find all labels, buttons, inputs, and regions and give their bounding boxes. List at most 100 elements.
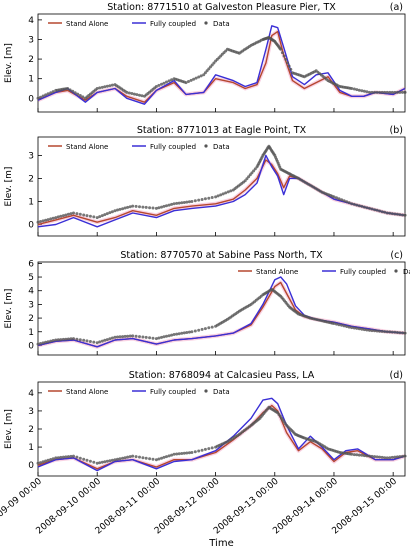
data-point — [203, 71, 207, 75]
data-point — [350, 87, 354, 90]
data-point — [393, 455, 397, 459]
data-point — [398, 90, 402, 94]
data-point — [357, 453, 361, 457]
data-point — [75, 455, 79, 459]
data-point — [395, 455, 399, 459]
data-point — [365, 328, 369, 332]
legend-label-stand-alone: Stand Alone — [66, 388, 108, 396]
data-point — [59, 455, 63, 459]
legend-label-data: Data — [213, 20, 230, 28]
data-point — [352, 326, 356, 330]
data-point — [61, 214, 65, 218]
data-point — [202, 73, 206, 77]
data-point — [75, 337, 79, 341]
data-point — [342, 324, 346, 328]
data-point — [46, 340, 50, 344]
data-point — [175, 332, 179, 336]
data-point — [365, 454, 369, 458]
data-point — [140, 94, 144, 98]
data-point — [44, 93, 48, 97]
data-point — [128, 334, 132, 338]
data-point — [401, 90, 404, 94]
data-point — [335, 196, 338, 200]
data-point — [69, 454, 73, 458]
data-point — [362, 205, 366, 209]
data-point — [151, 336, 155, 340]
chart-title: Station: 8771510 at Galveston Pleasure P… — [107, 2, 336, 13]
chart-title: Station: 8771013 at Eagle Point, TX — [137, 125, 307, 136]
data-point — [212, 61, 216, 65]
data-point — [187, 451, 191, 455]
data-point — [44, 459, 48, 463]
data-point — [182, 201, 186, 204]
data-point — [200, 448, 204, 452]
data-point — [403, 213, 407, 217]
data-point — [98, 461, 102, 465]
data-point — [340, 198, 344, 202]
data-point — [72, 337, 75, 341]
data-point — [121, 335, 125, 339]
data-point — [134, 334, 138, 338]
y-tick-label: 0 — [28, 220, 34, 230]
data-point — [118, 457, 122, 461]
data-point — [51, 457, 55, 461]
data-point — [172, 333, 176, 336]
data-point — [116, 208, 119, 212]
data-point — [203, 327, 207, 331]
data-point — [88, 340, 92, 343]
data-point — [224, 191, 228, 195]
data-point — [56, 338, 60, 342]
data-point — [395, 212, 399, 216]
data-point — [368, 90, 371, 94]
data-point — [82, 338, 86, 342]
data-point — [151, 457, 155, 461]
legend-label-data: Data — [213, 388, 230, 396]
data-point — [81, 95, 85, 99]
data-point — [56, 215, 60, 219]
data-point — [207, 326, 211, 330]
data-point — [54, 456, 58, 460]
legend-label-data: Data — [213, 143, 230, 151]
data-point — [362, 328, 366, 332]
data-point — [388, 456, 392, 460]
data-point — [128, 205, 132, 209]
legend-label-stand-alone: Stand Alone — [66, 20, 108, 28]
data-point — [170, 202, 174, 206]
chart-title: Station: 8768094 at Calcasieu Pass, LA — [129, 370, 315, 381]
data-point — [193, 199, 197, 203]
data-point — [390, 455, 394, 459]
data-point — [398, 455, 402, 459]
data-point — [154, 85, 158, 88]
data-point — [373, 90, 377, 94]
data-point — [95, 87, 99, 90]
y-tick-label: 1 — [28, 328, 34, 338]
data-point — [64, 455, 68, 459]
data-point — [177, 332, 181, 336]
data-point — [49, 458, 53, 461]
data-point — [103, 338, 107, 342]
data-point — [95, 216, 99, 220]
data-point — [103, 213, 107, 217]
y-tick-label: 0 — [28, 461, 34, 471]
chart-title: Station: 8770570 at Sabine Pass North, T… — [120, 250, 323, 261]
y-tick-label: 1 — [28, 197, 34, 207]
data-point — [342, 199, 346, 203]
data-point — [167, 334, 171, 338]
data-point — [373, 455, 377, 459]
data-point — [279, 47, 283, 51]
data-point — [103, 460, 107, 464]
data-point — [69, 337, 73, 341]
data-point — [41, 460, 45, 464]
data-point — [157, 206, 161, 210]
data-point — [113, 209, 117, 213]
data-point — [49, 339, 53, 343]
data-point — [184, 81, 188, 85]
y-tick-label: 2 — [28, 314, 34, 324]
data-point — [175, 452, 179, 456]
y-tick-label: 2 — [28, 174, 34, 184]
data-point — [59, 338, 63, 342]
data-point — [36, 96, 40, 100]
data-point — [73, 91, 77, 95]
panel-frame — [37, 261, 406, 356]
y-tick-label: 5 — [28, 273, 34, 283]
